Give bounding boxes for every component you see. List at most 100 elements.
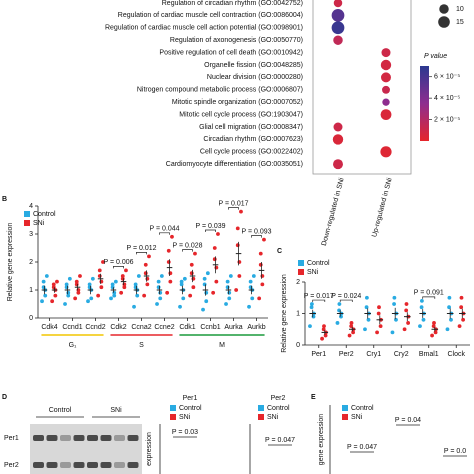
panel-label: B (2, 196, 7, 203)
data-point (214, 265, 219, 270)
go-term-label: Nitrogen compound metabolic process (GO:… (137, 87, 303, 94)
p-value-annotation: P = 0.017 (218, 200, 248, 207)
data-point (337, 302, 342, 306)
data-point (248, 279, 253, 284)
data-point (44, 274, 49, 278)
go-term-label: Positive regulation of cell death (GO:00… (159, 49, 303, 56)
go-dot (333, 0, 343, 8)
plot-frame (312, 0, 412, 175)
data-point (404, 302, 409, 306)
data-point (235, 226, 240, 231)
blot-row-label: Per2 (4, 462, 19, 469)
go-dot (332, 134, 344, 145)
data-point (347, 333, 352, 338)
x-tick-label: Ccnd1 (62, 324, 82, 331)
go-dot (333, 159, 343, 170)
data-point (101, 260, 105, 264)
data-point (204, 299, 209, 304)
legend-label: SNi (267, 414, 279, 421)
data-point (191, 276, 196, 281)
data-point (189, 262, 194, 267)
panel-label: E (311, 394, 316, 401)
x-tick-label: Clock (447, 351, 465, 358)
blot-band (46, 435, 58, 441)
data-point (432, 321, 436, 325)
x-tick-label: Per1 (311, 351, 326, 358)
data-point (225, 285, 230, 290)
data-point (228, 274, 233, 278)
legend-label: SNi (33, 220, 45, 227)
y-axis-label: Relative gene expression (281, 274, 288, 353)
legend-label: Control (267, 405, 290, 412)
data-point (181, 296, 186, 301)
blot-band (73, 435, 85, 441)
data-point (394, 317, 398, 322)
go-dot (382, 98, 390, 106)
significance-bracket (159, 232, 170, 235)
blot-band (46, 462, 58, 468)
data-point (214, 279, 219, 284)
data-point (235, 243, 240, 248)
p-value-annotation: P = 0.04 (395, 417, 421, 424)
data-point (216, 232, 220, 236)
x-tick-label: Per2 (339, 351, 354, 358)
panel-label: C (277, 248, 282, 255)
data-point (251, 274, 256, 278)
data-point (202, 282, 207, 287)
blot-band (127, 435, 139, 441)
data-point (51, 282, 56, 287)
data-point (212, 257, 217, 262)
colorbar-title: P value (424, 53, 447, 60)
blot-band (100, 462, 112, 468)
x-tick-label: Ccne2 (154, 324, 174, 331)
data-point (63, 302, 67, 306)
data-point (143, 271, 148, 276)
data-point (43, 293, 48, 298)
blot-band (100, 435, 112, 441)
data-point (310, 302, 314, 306)
data-point (99, 279, 104, 284)
data-point (258, 251, 263, 256)
p-value-annotation: P = 0.044 (149, 226, 179, 233)
x-tick-label: Cdk1 (179, 324, 195, 331)
go-term-label: Cardiomyocyte differentiation (GO:003505… (166, 161, 303, 168)
go-dot (333, 122, 343, 132)
data-point (419, 305, 424, 310)
go-term-label: Glial cell migration (GO:0008347) (199, 124, 303, 131)
data-point (166, 248, 171, 253)
data-point (262, 237, 266, 242)
y-tick-label: 1 (29, 287, 33, 294)
data-point (237, 260, 242, 264)
data-point (402, 327, 407, 332)
data-point (459, 305, 464, 310)
data-point (122, 282, 127, 287)
group-label: G₁ (69, 342, 77, 349)
data-point (78, 274, 82, 278)
significance-bracket (113, 266, 124, 269)
go-term-label: Regulation of cardiac muscle cell action… (105, 25, 303, 32)
legend-label: SNi (307, 269, 319, 276)
go-term-label: Regulation of cardiac muscle cell contra… (118, 12, 303, 19)
p-value-annotation: P = 0.039 (195, 223, 225, 230)
data-point (122, 285, 127, 290)
go-term-label: Regulation of axonogenesis (GO:0050770) (170, 37, 303, 44)
data-point (170, 234, 174, 239)
data-point (158, 290, 163, 295)
data-point (168, 279, 173, 284)
go-dot (333, 35, 343, 45)
data-point (378, 324, 383, 328)
data-point (41, 279, 46, 284)
data-point (109, 296, 113, 301)
data-point (41, 285, 46, 290)
y-tick-label: 2 (29, 259, 33, 266)
go-term-label: Mitotic spindle organization (GO:0007052… (172, 99, 303, 106)
data-point (66, 290, 71, 295)
data-point (366, 317, 371, 322)
data-point (112, 290, 117, 295)
p-value-annotation: P = 0.024 (331, 293, 361, 300)
data-point (449, 317, 453, 322)
data-point (145, 276, 150, 281)
data-point (179, 279, 184, 284)
data-point (447, 295, 452, 300)
data-point (112, 293, 117, 298)
